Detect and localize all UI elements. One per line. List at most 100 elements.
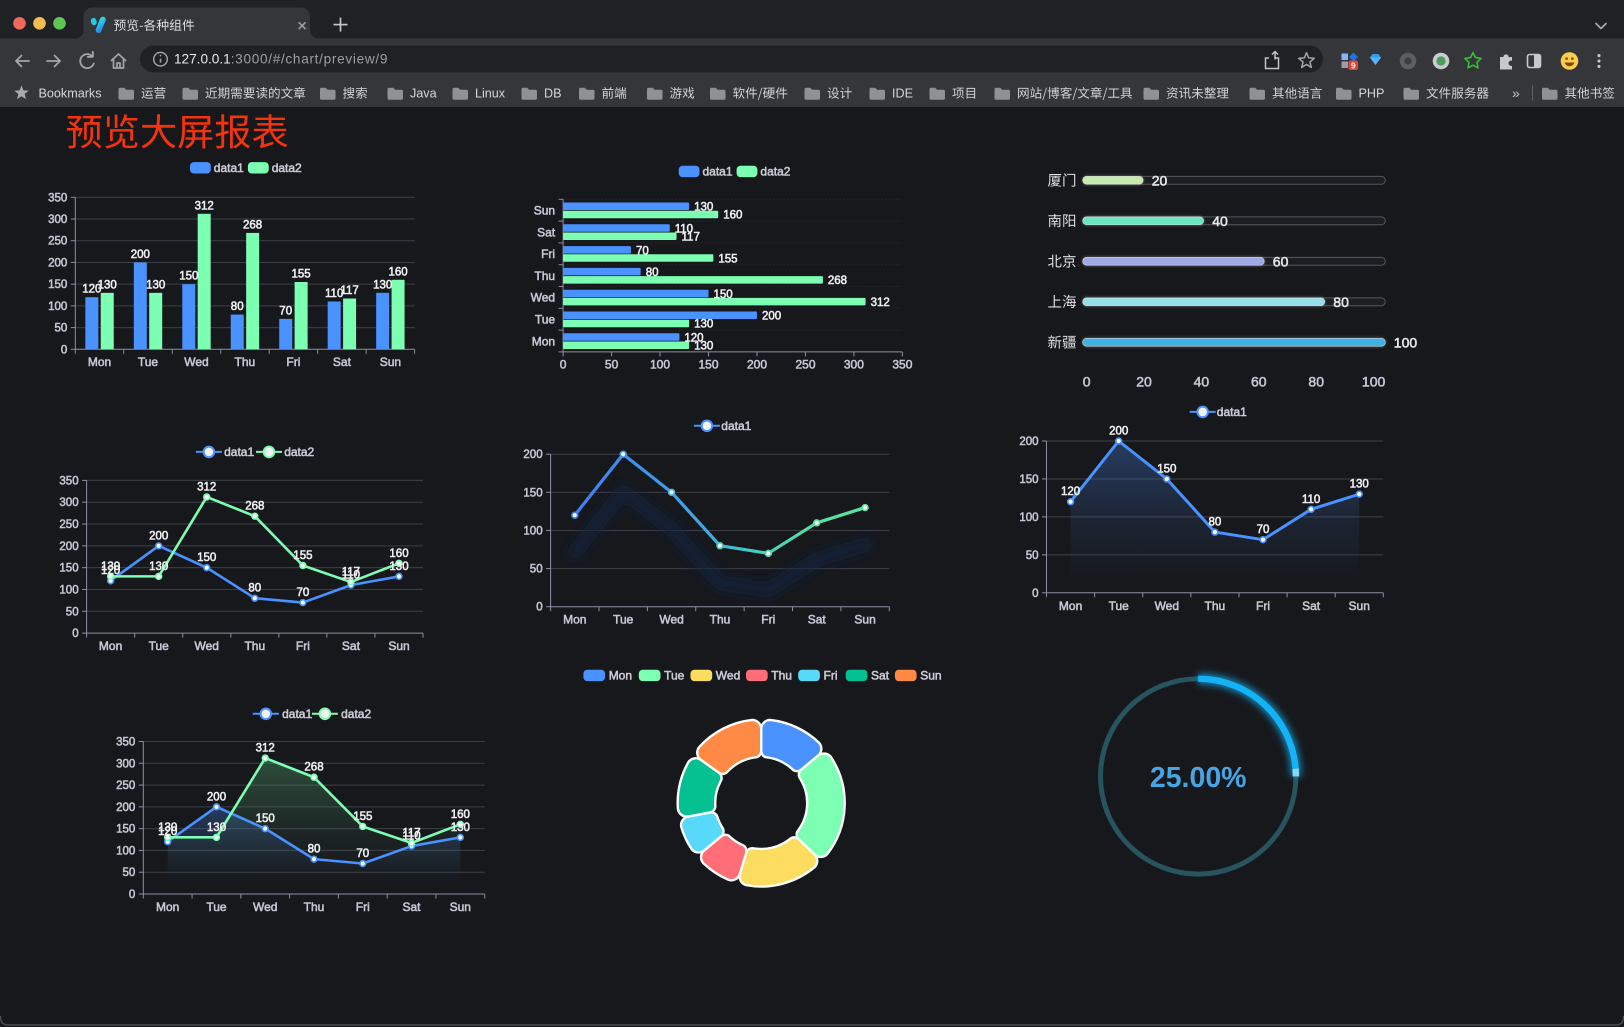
- svg-text:Thu: Thu: [534, 269, 555, 283]
- svg-text:155: 155: [353, 811, 372, 823]
- svg-text:0: 0: [536, 602, 542, 614]
- svg-text:Wed: Wed: [659, 613, 683, 627]
- svg-text:50: 50: [123, 867, 136, 879]
- svg-text:Thu: Thu: [710, 613, 731, 627]
- svg-text:Java: Java: [410, 87, 437, 101]
- svg-text:200: 200: [131, 249, 150, 261]
- svg-text:Tue: Tue: [664, 669, 685, 683]
- svg-text:Tue: Tue: [613, 613, 634, 627]
- svg-text:100: 100: [1362, 373, 1386, 389]
- svg-text:80: 80: [1333, 294, 1349, 310]
- svg-text:data1: data1: [1217, 405, 1247, 419]
- svg-text:300: 300: [116, 758, 135, 770]
- svg-text:110: 110: [402, 831, 420, 843]
- svg-text:100: 100: [523, 526, 542, 538]
- svg-text:data2: data2: [284, 445, 314, 459]
- svg-text:127.0.0.1:3000/#/chart/preview: 127.0.0.1:3000/#/chart/preview/9: [174, 52, 388, 67]
- svg-text:70: 70: [279, 305, 292, 317]
- svg-text:Fri: Fri: [1256, 599, 1270, 613]
- svg-text:Sat: Sat: [342, 639, 361, 653]
- svg-text:70: 70: [1257, 524, 1270, 536]
- svg-text:Fri: Fri: [286, 355, 300, 369]
- svg-text:60: 60: [1251, 373, 1267, 389]
- svg-text:Fri: Fri: [761, 613, 775, 627]
- svg-text:20: 20: [1152, 172, 1168, 188]
- svg-text:Mon: Mon: [1059, 599, 1082, 613]
- svg-text:160: 160: [389, 548, 408, 560]
- svg-text:312: 312: [197, 482, 216, 494]
- svg-text:Wed: Wed: [531, 291, 555, 305]
- svg-text:130: 130: [149, 561, 168, 573]
- svg-text:0: 0: [1083, 373, 1091, 389]
- svg-text:Tue: Tue: [149, 639, 170, 653]
- svg-text:50: 50: [530, 564, 543, 576]
- svg-text:Fri: Fri: [356, 900, 370, 914]
- svg-text:Bookmarks: Bookmarks: [39, 87, 102, 101]
- svg-text:268: 268: [243, 219, 262, 231]
- svg-text:200: 200: [1019, 436, 1038, 448]
- svg-text:155: 155: [718, 253, 737, 265]
- svg-text:Fri: Fri: [296, 639, 310, 653]
- svg-text:Mon: Mon: [563, 613, 586, 627]
- svg-text:150: 150: [714, 289, 733, 301]
- svg-text:25.00%: 25.00%: [1150, 762, 1247, 794]
- svg-text:300: 300: [844, 357, 864, 371]
- svg-text:Fri: Fri: [824, 669, 838, 683]
- svg-text:Wed: Wed: [184, 355, 208, 369]
- svg-text:Sun: Sun: [450, 900, 471, 914]
- svg-text:Tue: Tue: [535, 313, 556, 327]
- svg-text:120: 120: [82, 284, 101, 296]
- svg-text:150: 150: [179, 271, 198, 283]
- svg-text:50: 50: [605, 357, 619, 371]
- svg-text:312: 312: [195, 200, 214, 212]
- svg-text:155: 155: [293, 550, 312, 562]
- svg-text:Sun: Sun: [920, 669, 941, 683]
- svg-text:120: 120: [684, 333, 703, 345]
- svg-text:250: 250: [48, 236, 67, 248]
- svg-text:Sun: Sun: [380, 355, 401, 369]
- svg-text:120: 120: [1061, 486, 1080, 498]
- svg-text:IDE: IDE: [892, 87, 913, 101]
- svg-text:50: 50: [66, 606, 79, 618]
- svg-text:150: 150: [256, 813, 275, 825]
- svg-text:Sat: Sat: [1302, 599, 1321, 613]
- svg-text:268: 268: [828, 275, 847, 287]
- svg-text:DB: DB: [544, 87, 562, 101]
- svg-text:160: 160: [723, 210, 742, 222]
- svg-text:200: 200: [1109, 426, 1128, 438]
- svg-text:Sun: Sun: [388, 639, 409, 653]
- svg-text:130: 130: [373, 279, 392, 291]
- svg-text:Thu: Thu: [304, 900, 325, 914]
- svg-text:40: 40: [1194, 373, 1210, 389]
- svg-text:0: 0: [61, 344, 67, 356]
- svg-text:200: 200: [747, 357, 767, 371]
- svg-text:117: 117: [402, 828, 420, 840]
- svg-text:Sun: Sun: [534, 204, 555, 218]
- svg-text:»: »: [1512, 85, 1520, 101]
- svg-text:Sun: Sun: [1349, 599, 1370, 613]
- svg-text:110: 110: [675, 224, 693, 236]
- svg-text:130: 130: [158, 822, 177, 834]
- svg-text:70: 70: [356, 848, 369, 860]
- svg-text:Wed: Wed: [194, 639, 218, 653]
- svg-text:150: 150: [1019, 474, 1038, 486]
- svg-text:100: 100: [1019, 512, 1038, 524]
- svg-text:150: 150: [523, 487, 542, 499]
- svg-text:160: 160: [451, 809, 470, 821]
- svg-text:200: 200: [207, 791, 226, 803]
- svg-text:130: 130: [694, 202, 713, 214]
- svg-text:200: 200: [59, 541, 78, 553]
- svg-text:Wed: Wed: [253, 900, 277, 914]
- svg-text:312: 312: [871, 297, 890, 309]
- svg-text:Thu: Thu: [1205, 599, 1226, 613]
- svg-text:40: 40: [1212, 213, 1228, 229]
- svg-text:300: 300: [48, 214, 67, 226]
- svg-text:250: 250: [59, 519, 78, 531]
- svg-text:0: 0: [560, 357, 567, 371]
- svg-text:data1: data1: [721, 419, 751, 433]
- svg-text:130: 130: [389, 561, 408, 573]
- svg-text:117: 117: [340, 285, 358, 297]
- svg-text:Sat: Sat: [537, 225, 556, 239]
- svg-text:Sun: Sun: [854, 613, 875, 627]
- svg-text:155: 155: [292, 269, 311, 281]
